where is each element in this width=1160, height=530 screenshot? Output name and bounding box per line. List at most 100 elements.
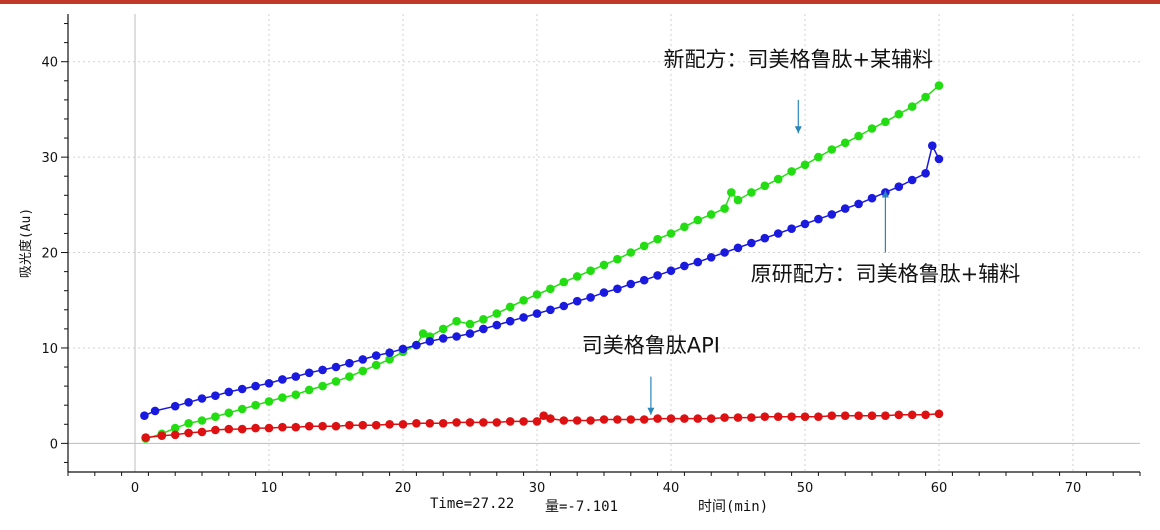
data-point bbox=[519, 296, 528, 305]
x-tick-label: 20 bbox=[395, 481, 412, 495]
data-point bbox=[157, 431, 167, 441]
data-point bbox=[251, 381, 260, 391]
data-point bbox=[224, 387, 234, 397]
data-point bbox=[546, 414, 555, 423]
x-tick-label: 70 bbox=[1065, 481, 1082, 495]
data-point bbox=[928, 141, 937, 150]
data-point bbox=[907, 410, 917, 420]
data-point bbox=[345, 372, 354, 381]
data-point bbox=[733, 243, 743, 253]
data-point bbox=[492, 418, 502, 427]
data-point bbox=[706, 414, 716, 423]
data-point bbox=[653, 271, 662, 280]
data-point bbox=[479, 324, 488, 334]
data-point bbox=[412, 419, 421, 428]
data-point bbox=[639, 275, 649, 285]
data-point bbox=[385, 355, 394, 364]
data-point bbox=[921, 169, 930, 178]
data-point bbox=[626, 415, 636, 424]
data-point bbox=[653, 414, 662, 423]
data-point bbox=[264, 397, 274, 406]
data-point bbox=[747, 238, 756, 248]
data-point bbox=[934, 154, 944, 164]
data-point bbox=[854, 199, 863, 209]
series-2 bbox=[141, 409, 944, 442]
data-point bbox=[934, 81, 944, 90]
data-point bbox=[693, 257, 703, 267]
data-point bbox=[840, 138, 850, 148]
data-point bbox=[760, 233, 770, 243]
data-point bbox=[331, 377, 341, 386]
data-point bbox=[867, 124, 877, 133]
data-point bbox=[197, 416, 207, 425]
data-point bbox=[170, 423, 180, 433]
y-tick-label: 40 bbox=[41, 56, 58, 71]
data-point bbox=[224, 408, 234, 418]
data-point bbox=[733, 195, 743, 205]
data-point bbox=[666, 266, 676, 276]
x-tick-label: 50 bbox=[797, 481, 814, 495]
data-point bbox=[720, 248, 729, 257]
time-readout: Time=27.22 bbox=[430, 496, 515, 512]
data-point bbox=[539, 411, 548, 421]
data-point bbox=[827, 145, 837, 154]
data-point bbox=[197, 394, 207, 403]
annotation-arrow-head bbox=[647, 407, 655, 415]
annotation-2: 司美格鲁肽API bbox=[582, 334, 720, 415]
data-point bbox=[840, 411, 850, 421]
data-point bbox=[546, 305, 555, 315]
data-point bbox=[680, 414, 689, 423]
data-point bbox=[814, 412, 823, 422]
data-point bbox=[358, 366, 368, 376]
data-point bbox=[304, 368, 314, 378]
annotation-label: 司美格鲁肽API bbox=[582, 334, 720, 358]
data-point bbox=[599, 288, 609, 297]
axes-layer: 0 10 20 30 40 50 60 70 0 10 20 30 40 吸光度(Au) bbox=[18, 14, 1141, 495]
data-point bbox=[291, 422, 301, 432]
data-point bbox=[251, 400, 260, 410]
data-point bbox=[278, 393, 287, 402]
data-point bbox=[345, 420, 354, 430]
data-point bbox=[465, 418, 475, 427]
data-point bbox=[264, 379, 274, 388]
data-point bbox=[814, 214, 823, 224]
data-point bbox=[680, 222, 689, 232]
data-point bbox=[492, 309, 502, 318]
data-point bbox=[291, 390, 301, 400]
data-point bbox=[318, 421, 327, 431]
annotation-arrow-head bbox=[881, 190, 889, 198]
grid-layer bbox=[68, 14, 1140, 472]
data-point bbox=[140, 411, 149, 421]
data-point bbox=[867, 193, 877, 203]
y-tick-label: 20 bbox=[41, 247, 58, 262]
data-point bbox=[760, 412, 770, 422]
data-point bbox=[479, 315, 488, 324]
data-point bbox=[398, 420, 408, 429]
data-point bbox=[559, 301, 569, 311]
data-point bbox=[559, 416, 569, 425]
data-point bbox=[693, 414, 703, 423]
data-point bbox=[586, 293, 595, 302]
series-0 bbox=[141, 81, 944, 443]
data-point bbox=[184, 419, 193, 428]
data-point bbox=[211, 412, 220, 422]
data-point bbox=[412, 340, 421, 350]
data-point bbox=[291, 372, 301, 381]
data-point bbox=[170, 401, 180, 411]
data-point bbox=[639, 415, 649, 424]
data-point bbox=[827, 411, 837, 421]
data-point bbox=[881, 117, 890, 127]
data-point bbox=[465, 319, 475, 329]
data-point bbox=[331, 362, 341, 372]
data-point bbox=[264, 423, 274, 433]
annotation-1: 原研配方：司美格鲁肽+辅料 bbox=[751, 190, 1020, 286]
data-point bbox=[840, 204, 850, 213]
data-point bbox=[492, 320, 502, 330]
data-point bbox=[304, 421, 314, 431]
data-point bbox=[586, 266, 595, 276]
data-point bbox=[278, 422, 287, 432]
data-point bbox=[787, 412, 796, 422]
data-point bbox=[921, 410, 930, 420]
data-point bbox=[505, 417, 515, 426]
